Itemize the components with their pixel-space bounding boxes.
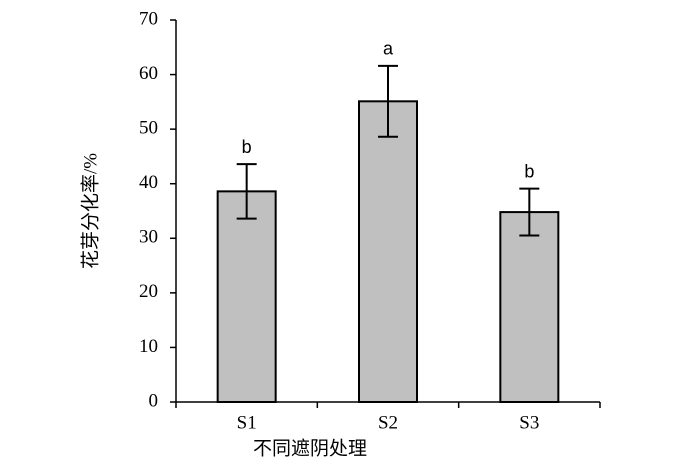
bar [216, 190, 277, 403]
y-tick-label: 40 [139, 172, 158, 193]
bar [499, 211, 560, 403]
error-bar [236, 163, 257, 220]
error-bar [378, 64, 398, 138]
x-axis-label: 不同遮阴处理 [253, 437, 367, 459]
significance-letter: b [524, 161, 534, 181]
y-tick-label: 20 [139, 281, 158, 302]
significance-letter: b [242, 137, 252, 157]
y-tick-label: 50 [139, 118, 158, 139]
y-tick-label: 10 [139, 336, 158, 357]
bar [358, 100, 418, 403]
y-tick-label: 0 [149, 390, 159, 411]
y-axis-label: 花芽分化率/% [79, 153, 101, 269]
x-tick-label: S1 [237, 412, 257, 433]
error-bar [519, 187, 540, 237]
y-tick-label: 30 [139, 227, 158, 248]
significance-letter: a [383, 39, 394, 59]
y-tick-label: 70 [139, 8, 158, 29]
x-tick-label: S3 [519, 412, 539, 433]
y-tick-label: 60 [139, 63, 158, 84]
x-tick-label: S2 [378, 412, 398, 433]
